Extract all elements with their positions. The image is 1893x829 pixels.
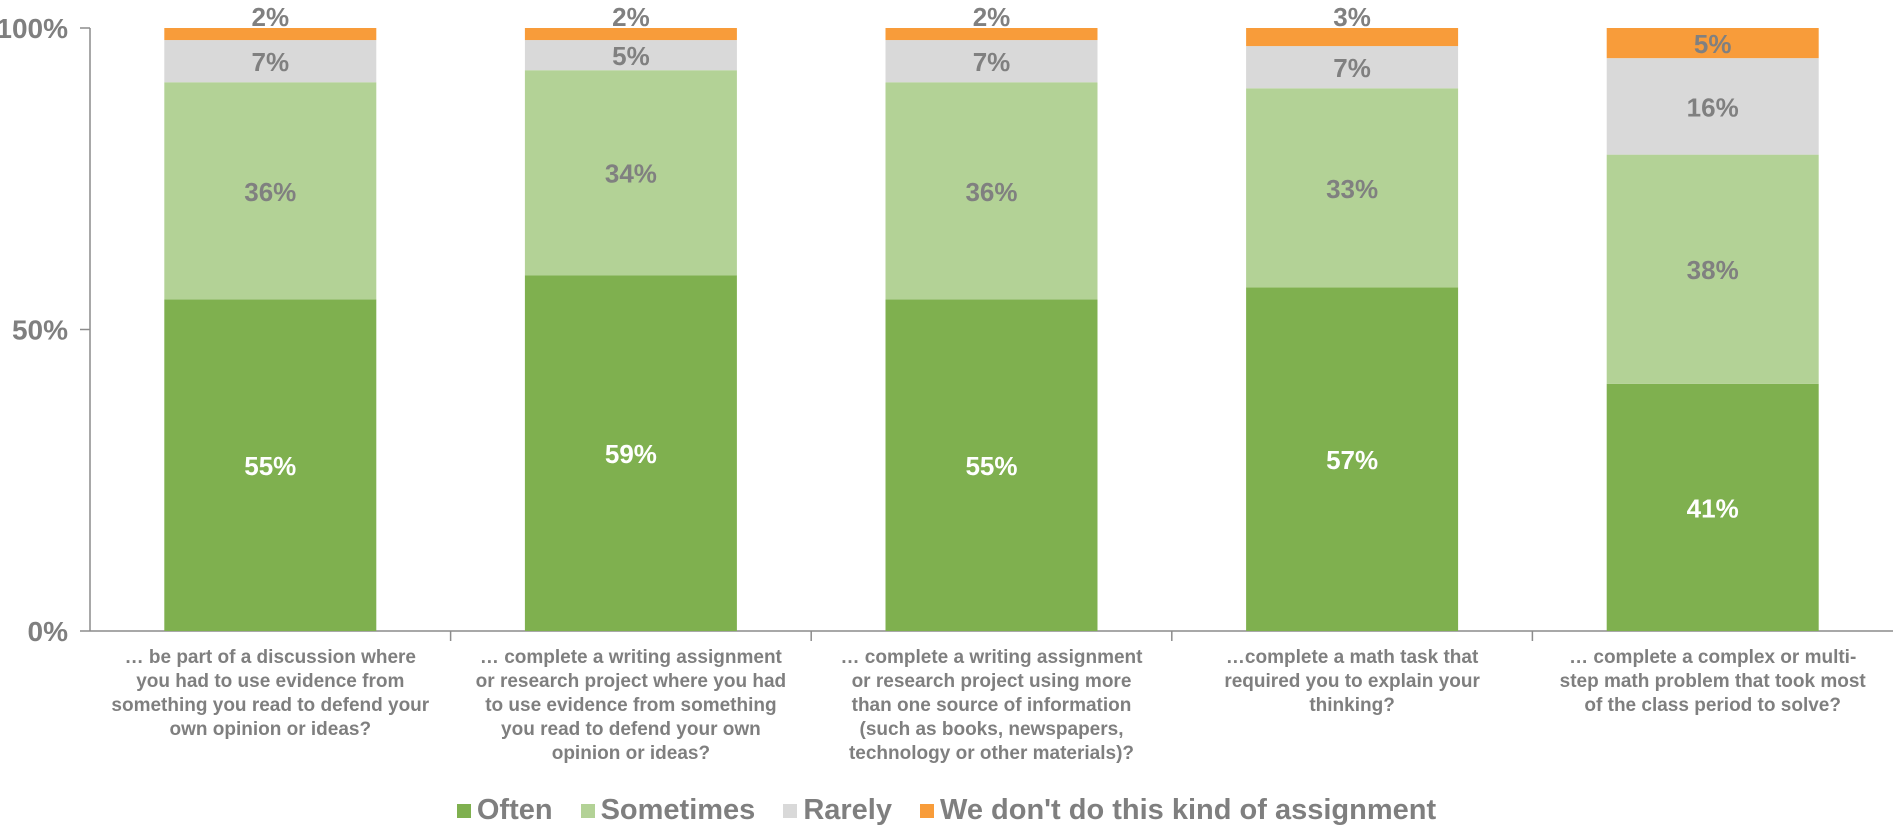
data-label: 3% [1333,2,1371,32]
bar-segment [1606,28,1819,59]
x-category-label-line: to use evidence from something [485,695,776,716]
legend-item: We don't do this kind of assignment [919,794,1437,827]
data-label: 2% [973,2,1011,32]
x-category-label: … be part of a discussion where you had t… [111,647,429,740]
data-label: 2% [252,2,290,32]
data-label: 2% [612,2,650,32]
bar-segment [885,299,1098,631]
x-category-label-line: required you to explain your [1224,671,1480,692]
data-label: 7% [1333,53,1371,83]
data-label: 16% [1687,92,1739,122]
bar-segment [164,82,377,300]
data-label: 5% [612,41,650,71]
x-category-label: … complete a writing assignment or resear… [476,647,786,764]
x-category-label-line: or research project using more [852,671,1132,692]
legend-item: Sometimes [580,794,756,827]
bar-segment [524,70,737,276]
bar-segment [1246,88,1459,288]
x-category-label-line: than one source of information [852,695,1132,716]
data-label: 41% [1687,493,1739,523]
data-label: 7% [252,47,290,77]
x-category-label-line: … complete a writing assignment [841,647,1144,668]
data-label: 5% [1694,29,1732,59]
bar-segment [164,299,377,631]
data-label: 55% [965,451,1017,481]
bar-segment [885,40,1098,83]
x-category-label: … complete a writing assignment or resear… [841,647,1144,764]
legend-label: Rarely [803,794,892,826]
bar-segment [1606,383,1819,631]
data-label: 36% [965,177,1017,207]
x-category-label-line: own opinion or ideas? [169,719,371,740]
x-category-label-line: opinion or ideas? [552,743,710,764]
bar-segment [164,28,377,41]
legend-swatch [919,803,934,818]
x-category-label-line: …complete a math task that [1226,647,1479,668]
x-category-label-line: technology or other materials)? [849,743,1134,764]
legend-label: We don't do this kind of assignment [939,794,1437,826]
x-category-label-line: something you read to defend your [111,695,429,716]
bar-segment [524,40,737,71]
bar-segment [1246,46,1459,89]
x-category-label: …complete a math task that required you t… [1224,647,1480,716]
legend-label: Sometimes [600,794,756,826]
bar-segment [885,28,1098,41]
x-category-label-line: you read to defend your own [501,719,761,740]
legend-label: Often [476,794,553,826]
data-label: 57% [1326,445,1378,475]
x-category-label-line: … be part of a discussion where [125,647,416,668]
x-category-label-line: … complete a complex or multi- [1569,647,1856,668]
y-tick-label: 100% [0,13,68,44]
x-category-label-line: thinking? [1309,695,1394,716]
legend-swatch [456,803,471,818]
data-label: 7% [973,47,1011,77]
x-category-label-line: or research project where you had [476,671,786,692]
x-category-label-line: step math problem that took most [1560,671,1867,692]
legend-item: Rarely [783,794,892,827]
x-category-label: … complete a complex or multi-step math … [1560,647,1867,716]
x-category-label-line: (such as books, newspapers, [860,719,1124,740]
data-label: 34% [605,159,657,189]
bar-segment [885,82,1098,300]
y-tick-label: 50% [12,315,68,346]
y-tick-label: 0% [28,616,69,647]
data-label: 55% [244,451,296,481]
data-label: 38% [1687,255,1739,285]
data-label: 36% [244,177,296,207]
bar-segment [1246,28,1459,47]
bar-segment [524,28,737,41]
data-label: 33% [1326,174,1378,204]
data-label: 59% [605,439,657,469]
legend: Often Sometimes Rarely We don't do this kin… [0,794,1893,827]
x-category-label-line: … complete a writing assignment [480,647,783,668]
bar-segment [164,40,377,83]
legend-swatch [580,803,595,818]
legend-item: Often [456,794,553,827]
legend-swatch [783,803,798,818]
bar-segment [1246,287,1459,631]
x-category-label-line: of the class period to solve? [1584,695,1841,716]
bar-segment [524,275,737,631]
bar-segment [1606,154,1819,384]
stacked-bar-chart: 0% 50% 100% 55% 36% 7% 2% … be part of a discus… [0,2,1893,764]
bar-segment [1606,58,1819,155]
x-category-label-line: you had to use evidence from [136,671,404,692]
